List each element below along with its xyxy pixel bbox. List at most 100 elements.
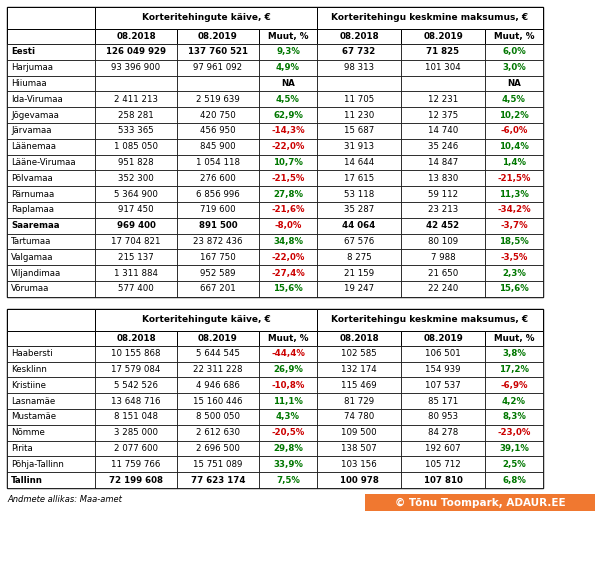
Text: -8,0%: -8,0% <box>274 221 302 230</box>
Bar <box>177 346 259 361</box>
Text: 8,3%: 8,3% <box>502 412 526 421</box>
Bar <box>95 331 177 346</box>
Text: 951 828: 951 828 <box>118 158 154 167</box>
Bar <box>259 123 317 139</box>
Bar <box>401 170 485 186</box>
Text: 1 085 050: 1 085 050 <box>114 142 158 151</box>
Text: 22 311 228: 22 311 228 <box>193 365 243 374</box>
Text: 105 712: 105 712 <box>425 460 461 469</box>
Text: 9,3%: 9,3% <box>276 47 300 57</box>
Bar <box>401 265 485 281</box>
Bar <box>485 409 543 425</box>
Bar <box>485 265 543 281</box>
Text: 3,8%: 3,8% <box>502 349 526 358</box>
Text: 917 450: 917 450 <box>118 206 154 214</box>
Text: 11 230: 11 230 <box>344 111 374 119</box>
Bar <box>401 409 485 425</box>
Bar <box>7 361 95 377</box>
Text: 15 751 089: 15 751 089 <box>193 460 242 469</box>
Text: 34,8%: 34,8% <box>273 237 303 246</box>
Bar <box>7 456 95 472</box>
Bar <box>485 441 543 456</box>
Bar <box>401 346 485 361</box>
Bar <box>317 456 401 472</box>
Bar <box>7 309 95 331</box>
Bar <box>7 281 95 297</box>
Text: 23 213: 23 213 <box>428 206 458 214</box>
Text: 4,2%: 4,2% <box>502 397 526 405</box>
Bar <box>317 281 401 297</box>
Bar <box>95 265 177 281</box>
Bar <box>259 409 317 425</box>
Bar <box>317 60 401 75</box>
Bar <box>317 346 401 361</box>
Bar <box>177 29 259 44</box>
Bar <box>95 234 177 250</box>
Text: 08.2018: 08.2018 <box>116 334 156 343</box>
Text: 13 830: 13 830 <box>428 174 458 183</box>
Bar <box>177 107 259 123</box>
Bar <box>317 265 401 281</box>
Bar <box>259 441 317 456</box>
Text: 67 576: 67 576 <box>344 237 374 246</box>
Bar <box>177 202 259 218</box>
Text: 17 704 821: 17 704 821 <box>111 237 161 246</box>
Text: 77 623 174: 77 623 174 <box>191 476 245 485</box>
Bar <box>95 346 177 361</box>
Bar <box>7 202 95 218</box>
Text: 192 607: 192 607 <box>425 444 461 453</box>
Bar <box>95 409 177 425</box>
Text: 109 500: 109 500 <box>341 428 377 437</box>
Bar <box>7 409 95 425</box>
Text: Muut, %: Muut, % <box>494 32 534 41</box>
Text: 11,1%: 11,1% <box>273 397 303 405</box>
Text: Järvamaa: Järvamaa <box>11 126 52 135</box>
Text: 2 411 213: 2 411 213 <box>114 95 158 104</box>
Bar <box>7 234 95 250</box>
Bar <box>177 170 259 186</box>
Bar <box>259 202 317 218</box>
Bar <box>259 155 317 170</box>
Bar <box>7 218 95 234</box>
Text: Korteritehingute käive, €: Korteritehingute käive, € <box>142 315 271 324</box>
Text: 1,4%: 1,4% <box>502 158 526 167</box>
Bar <box>485 218 543 234</box>
Bar <box>401 186 485 202</box>
Text: 106 501: 106 501 <box>425 349 461 358</box>
Text: 18,5%: 18,5% <box>499 237 529 246</box>
Text: 1 311 884: 1 311 884 <box>114 268 158 278</box>
Text: 14 644: 14 644 <box>344 158 374 167</box>
Text: NA: NA <box>507 79 521 88</box>
Text: 258 281: 258 281 <box>118 111 154 119</box>
Bar <box>401 250 485 265</box>
Text: -3,5%: -3,5% <box>500 253 527 262</box>
Text: 08.2019: 08.2019 <box>198 32 238 41</box>
Bar <box>401 60 485 75</box>
Bar <box>485 250 543 265</box>
Text: 19 247: 19 247 <box>344 284 374 293</box>
Text: 2 519 639: 2 519 639 <box>196 95 240 104</box>
Text: 101 304: 101 304 <box>425 63 461 72</box>
Text: Lasnamäe: Lasnamäe <box>11 397 55 405</box>
Text: 3,0%: 3,0% <box>502 63 526 72</box>
Bar <box>259 91 317 107</box>
Text: 3 285 000: 3 285 000 <box>114 428 158 437</box>
Bar <box>95 281 177 297</box>
Text: 952 589: 952 589 <box>200 268 236 278</box>
Text: -27,4%: -27,4% <box>271 268 305 278</box>
Bar <box>317 425 401 441</box>
Bar <box>177 331 259 346</box>
Bar <box>259 393 317 409</box>
Bar <box>177 377 259 393</box>
Text: 84 278: 84 278 <box>428 428 458 437</box>
Bar <box>95 202 177 218</box>
Bar <box>177 265 259 281</box>
Bar <box>401 472 485 488</box>
Bar <box>177 472 259 488</box>
Text: 21 650: 21 650 <box>428 268 458 278</box>
Text: -44,4%: -44,4% <box>271 349 305 358</box>
Text: Pirita: Pirita <box>11 444 33 453</box>
Text: 53 118: 53 118 <box>344 190 374 199</box>
Bar <box>259 250 317 265</box>
Text: 5 644 545: 5 644 545 <box>196 349 240 358</box>
